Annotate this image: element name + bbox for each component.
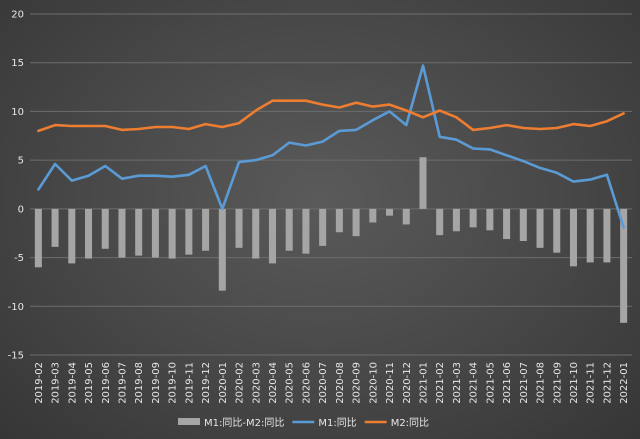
y-tick-label: -15 <box>8 351 24 362</box>
bar <box>185 208 193 255</box>
x-axis: 2019-02 2019-03 2019-04 2019-05 2019-06 2019-… <box>34 362 630 404</box>
x-tick-label: 2019-10 <box>168 362 179 404</box>
x-tick-label: 2020-01 <box>218 362 229 404</box>
bar <box>452 208 460 232</box>
bar <box>352 208 360 237</box>
y-axis: -15 -10 -5 0 5 10 15 20 <box>8 10 24 362</box>
y-tick-label: -10 <box>8 302 24 313</box>
x-tick-label: 2021-05 <box>485 362 496 404</box>
legend-label: M2:同比 <box>391 417 429 429</box>
bar <box>469 208 477 228</box>
x-tick-label: 2021-10 <box>569 362 580 404</box>
y-tick-label: 5 <box>18 156 24 167</box>
bar <box>319 208 327 246</box>
x-tick-label: 2021-04 <box>469 362 480 404</box>
line-series <box>37 64 625 229</box>
bar <box>569 208 577 267</box>
x-tick-label: 2019-11 <box>184 362 195 404</box>
x-tick-label: 2019-12 <box>201 362 212 404</box>
bar <box>285 208 293 251</box>
legend-label: M1:同比-M2:同比 <box>204 417 284 429</box>
bar <box>586 208 594 263</box>
x-tick-label: 2020-11 <box>385 362 396 404</box>
y-tick-label: -5 <box>14 253 24 264</box>
x-tick-label: 2020-10 <box>368 362 379 404</box>
x-tick-label: 2020-09 <box>352 362 363 404</box>
x-tick-label: 2019-03 <box>51 362 62 404</box>
y-tick-label: 15 <box>11 58 24 69</box>
x-tick-label: 2019-04 <box>67 362 78 404</box>
x-tick-label: 2019-08 <box>134 362 145 404</box>
x-tick-label: 2021-12 <box>602 362 613 404</box>
legend: M1:同比-M2:同比 M1:同比 M2:同比 <box>178 417 429 429</box>
bar <box>101 208 109 249</box>
grid <box>30 13 632 356</box>
bar <box>168 208 176 259</box>
x-tick-label: 2019-07 <box>118 362 129 404</box>
x-tick-label: 2020-07 <box>318 362 329 404</box>
x-tick-label: 2019-06 <box>101 362 112 404</box>
x-tick-label: 2021-08 <box>536 362 547 404</box>
bar <box>135 208 143 256</box>
bar <box>402 208 410 225</box>
bar <box>419 157 427 209</box>
x-tick-label: 2021-03 <box>452 362 463 404</box>
bar <box>118 208 126 258</box>
bar <box>436 208 444 236</box>
x-tick-label: 2020-03 <box>251 362 262 404</box>
bar <box>553 208 561 253</box>
bar <box>34 208 42 268</box>
x-tick-label: 2019-09 <box>151 362 162 404</box>
bar <box>620 208 628 323</box>
bar <box>335 208 343 233</box>
bar <box>252 208 260 259</box>
x-tick-label: 2019-05 <box>84 362 95 404</box>
x-tick-label: 2020-08 <box>335 362 346 404</box>
x-tick-label: 2021-09 <box>552 362 563 404</box>
x-tick-label: 2019-02 <box>34 362 45 404</box>
legend-label: M1:同比 <box>318 417 356 429</box>
bar <box>218 208 226 291</box>
bar <box>486 208 494 231</box>
bar <box>302 208 310 254</box>
bar <box>51 208 59 247</box>
series-line <box>37 64 625 229</box>
x-tick-label: 2020-05 <box>285 362 296 404</box>
x-tick-label: 2021-01 <box>419 362 430 404</box>
bar <box>386 208 394 216</box>
bar <box>503 208 511 240</box>
y-tick-label: 0 <box>18 204 24 215</box>
bar <box>68 208 76 264</box>
x-tick-label: 2021-06 <box>502 362 513 404</box>
y-tick-label: 10 <box>11 107 24 118</box>
bar <box>603 208 611 263</box>
bar <box>536 208 544 248</box>
x-tick-label: 2020-02 <box>235 362 246 404</box>
series-line <box>37 99 625 133</box>
x-tick-label: 2020-06 <box>301 362 312 404</box>
bar <box>202 208 210 251</box>
x-tick-label: 2020-04 <box>268 362 279 404</box>
x-tick-label: 2021-11 <box>586 362 597 404</box>
bar <box>235 208 243 248</box>
y-tick-label: 20 <box>11 10 24 21</box>
bar <box>519 208 527 242</box>
x-tick-label: 2020-12 <box>402 362 413 404</box>
x-tick-label: 2022-01 <box>619 362 630 404</box>
bar <box>85 208 93 259</box>
bar <box>268 208 276 264</box>
bar <box>369 208 377 223</box>
bar <box>151 208 159 258</box>
bar-series <box>34 157 628 323</box>
legend-swatch <box>178 418 200 425</box>
x-tick-label: 2021-07 <box>519 362 530 404</box>
x-tick-label: 2021-02 <box>435 362 446 404</box>
